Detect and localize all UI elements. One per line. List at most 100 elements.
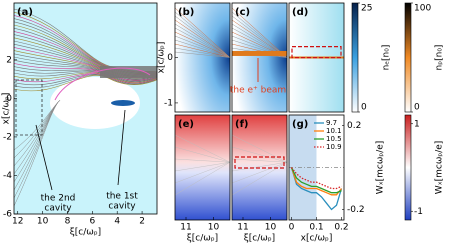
panel-label: (b) bbox=[178, 7, 194, 18]
zoom-box bbox=[291, 45, 342, 59]
tick-label: 10 bbox=[208, 223, 220, 233]
axis-label: x[c/ωₚ] bbox=[157, 42, 167, 74]
tick-label: 0 bbox=[167, 53, 173, 63]
tick-label: 11 bbox=[237, 223, 248, 233]
tick-label: 100 bbox=[414, 4, 431, 14]
trajectory bbox=[231, 7, 288, 58]
frame bbox=[13, 2, 158, 215]
colorbar-label: nₑ[n₀] bbox=[382, 45, 392, 71]
panel-label: (d) bbox=[292, 7, 308, 18]
tick-label: -4 bbox=[3, 171, 12, 181]
line bbox=[290, 167, 342, 194]
panel-label: (c) bbox=[235, 7, 250, 18]
sheath bbox=[100, 66, 157, 78]
zoom-box bbox=[234, 156, 285, 169]
colorbar bbox=[351, 2, 359, 113]
tick-label: 0.2 bbox=[334, 223, 348, 233]
legend-label: 10.1 bbox=[326, 127, 342, 135]
colorbar-label: Wₓ[mcωₚ/e] bbox=[435, 141, 445, 195]
tick-label: 12 bbox=[12, 217, 23, 227]
tick-label: 0.1 bbox=[309, 223, 323, 233]
axis-label: ξ[c/ωₚ] bbox=[70, 228, 101, 238]
tick-label: -0.2 bbox=[347, 205, 365, 215]
trajectory bbox=[174, 15, 231, 58]
annotation: the 2nd bbox=[41, 194, 76, 204]
colorbar bbox=[404, 114, 412, 221]
panel-label: (e) bbox=[178, 119, 194, 130]
tick-label: 0 bbox=[361, 103, 367, 113]
density-map bbox=[232, 3, 287, 112]
trajectory bbox=[174, 31, 231, 58]
tick-label: -1 bbox=[164, 98, 173, 108]
legend-label: 9.7 bbox=[326, 119, 337, 127]
line bbox=[290, 167, 343, 196]
trajectory bbox=[174, 158, 231, 163]
panel-label: (f) bbox=[235, 119, 249, 130]
frame bbox=[231, 2, 288, 113]
zoom-box bbox=[15, 79, 43, 136]
line bbox=[290, 167, 342, 190]
frame bbox=[174, 114, 231, 221]
tick-label: 0 bbox=[414, 103, 420, 113]
trajectory bbox=[231, 158, 288, 163]
trajectory bbox=[231, 162, 288, 184]
tick-label: 6 bbox=[89, 217, 95, 227]
beam bbox=[111, 100, 135, 106]
tick-label: 4 bbox=[114, 217, 120, 227]
trajectory bbox=[174, 7, 231, 58]
tick-label: 0 bbox=[289, 223, 295, 233]
trajectory bbox=[174, 23, 231, 58]
tick-label: 10 bbox=[265, 223, 277, 233]
arrow bbox=[35, 124, 53, 191]
trajectory bbox=[174, 146, 231, 163]
axis-label: x[c/ωₚ] bbox=[301, 234, 333, 244]
tick-label: 10 bbox=[37, 217, 49, 227]
tick-label: 1 bbox=[414, 119, 420, 129]
colorbar bbox=[404, 2, 412, 113]
colorbar-label: nₚ[n₀] bbox=[435, 45, 445, 71]
density-map bbox=[175, 3, 230, 112]
arrow bbox=[117, 109, 126, 186]
tick-label: 0.2 bbox=[347, 121, 361, 131]
tick-label: -2 bbox=[3, 132, 12, 142]
frame bbox=[231, 114, 288, 221]
trajectory bbox=[174, 19, 231, 58]
axis-label: Wₓ[mcωₚ/e] bbox=[376, 141, 386, 195]
positron-beam bbox=[232, 50, 287, 56]
trajectory bbox=[231, 162, 288, 172]
legend-label: 10.9 bbox=[326, 143, 342, 151]
trajectory bbox=[174, 11, 231, 58]
cavity-edge bbox=[54, 67, 151, 101]
first-cavity bbox=[50, 77, 140, 129]
trajectory bbox=[174, 43, 231, 58]
trajectory bbox=[174, 27, 231, 58]
trajectory bbox=[174, 39, 231, 58]
legend-label: 10.5 bbox=[326, 135, 342, 143]
panel-label: (g) bbox=[292, 119, 308, 130]
annotation: cavity bbox=[108, 202, 136, 212]
trajectory bbox=[174, 162, 231, 184]
tick-label: -1 bbox=[414, 207, 423, 217]
trajectory bbox=[231, 146, 288, 163]
trajectory bbox=[174, 47, 231, 58]
trajectory bbox=[231, 11, 288, 58]
frame bbox=[288, 2, 345, 113]
trajectory bbox=[231, 134, 288, 163]
trajectory bbox=[174, 162, 231, 172]
tick-label: 25 bbox=[361, 4, 372, 14]
line bbox=[290, 167, 343, 211]
region bbox=[289, 115, 317, 220]
annotation: the 1st bbox=[106, 192, 138, 202]
tick-label: 8 bbox=[65, 217, 71, 227]
trajectory bbox=[174, 162, 231, 196]
trajectory bbox=[13, 99, 61, 207]
tick-label: 11 bbox=[180, 223, 191, 233]
annotation: the e⁺ beam bbox=[230, 86, 286, 96]
annotation: cavity bbox=[44, 204, 72, 214]
tick-label: -6 bbox=[3, 210, 12, 220]
trajectory bbox=[231, 15, 288, 58]
axis-label: ξ[c/ωₚ] bbox=[244, 234, 275, 244]
trajectory bbox=[174, 134, 231, 163]
tick-label: 2 bbox=[6, 55, 12, 65]
